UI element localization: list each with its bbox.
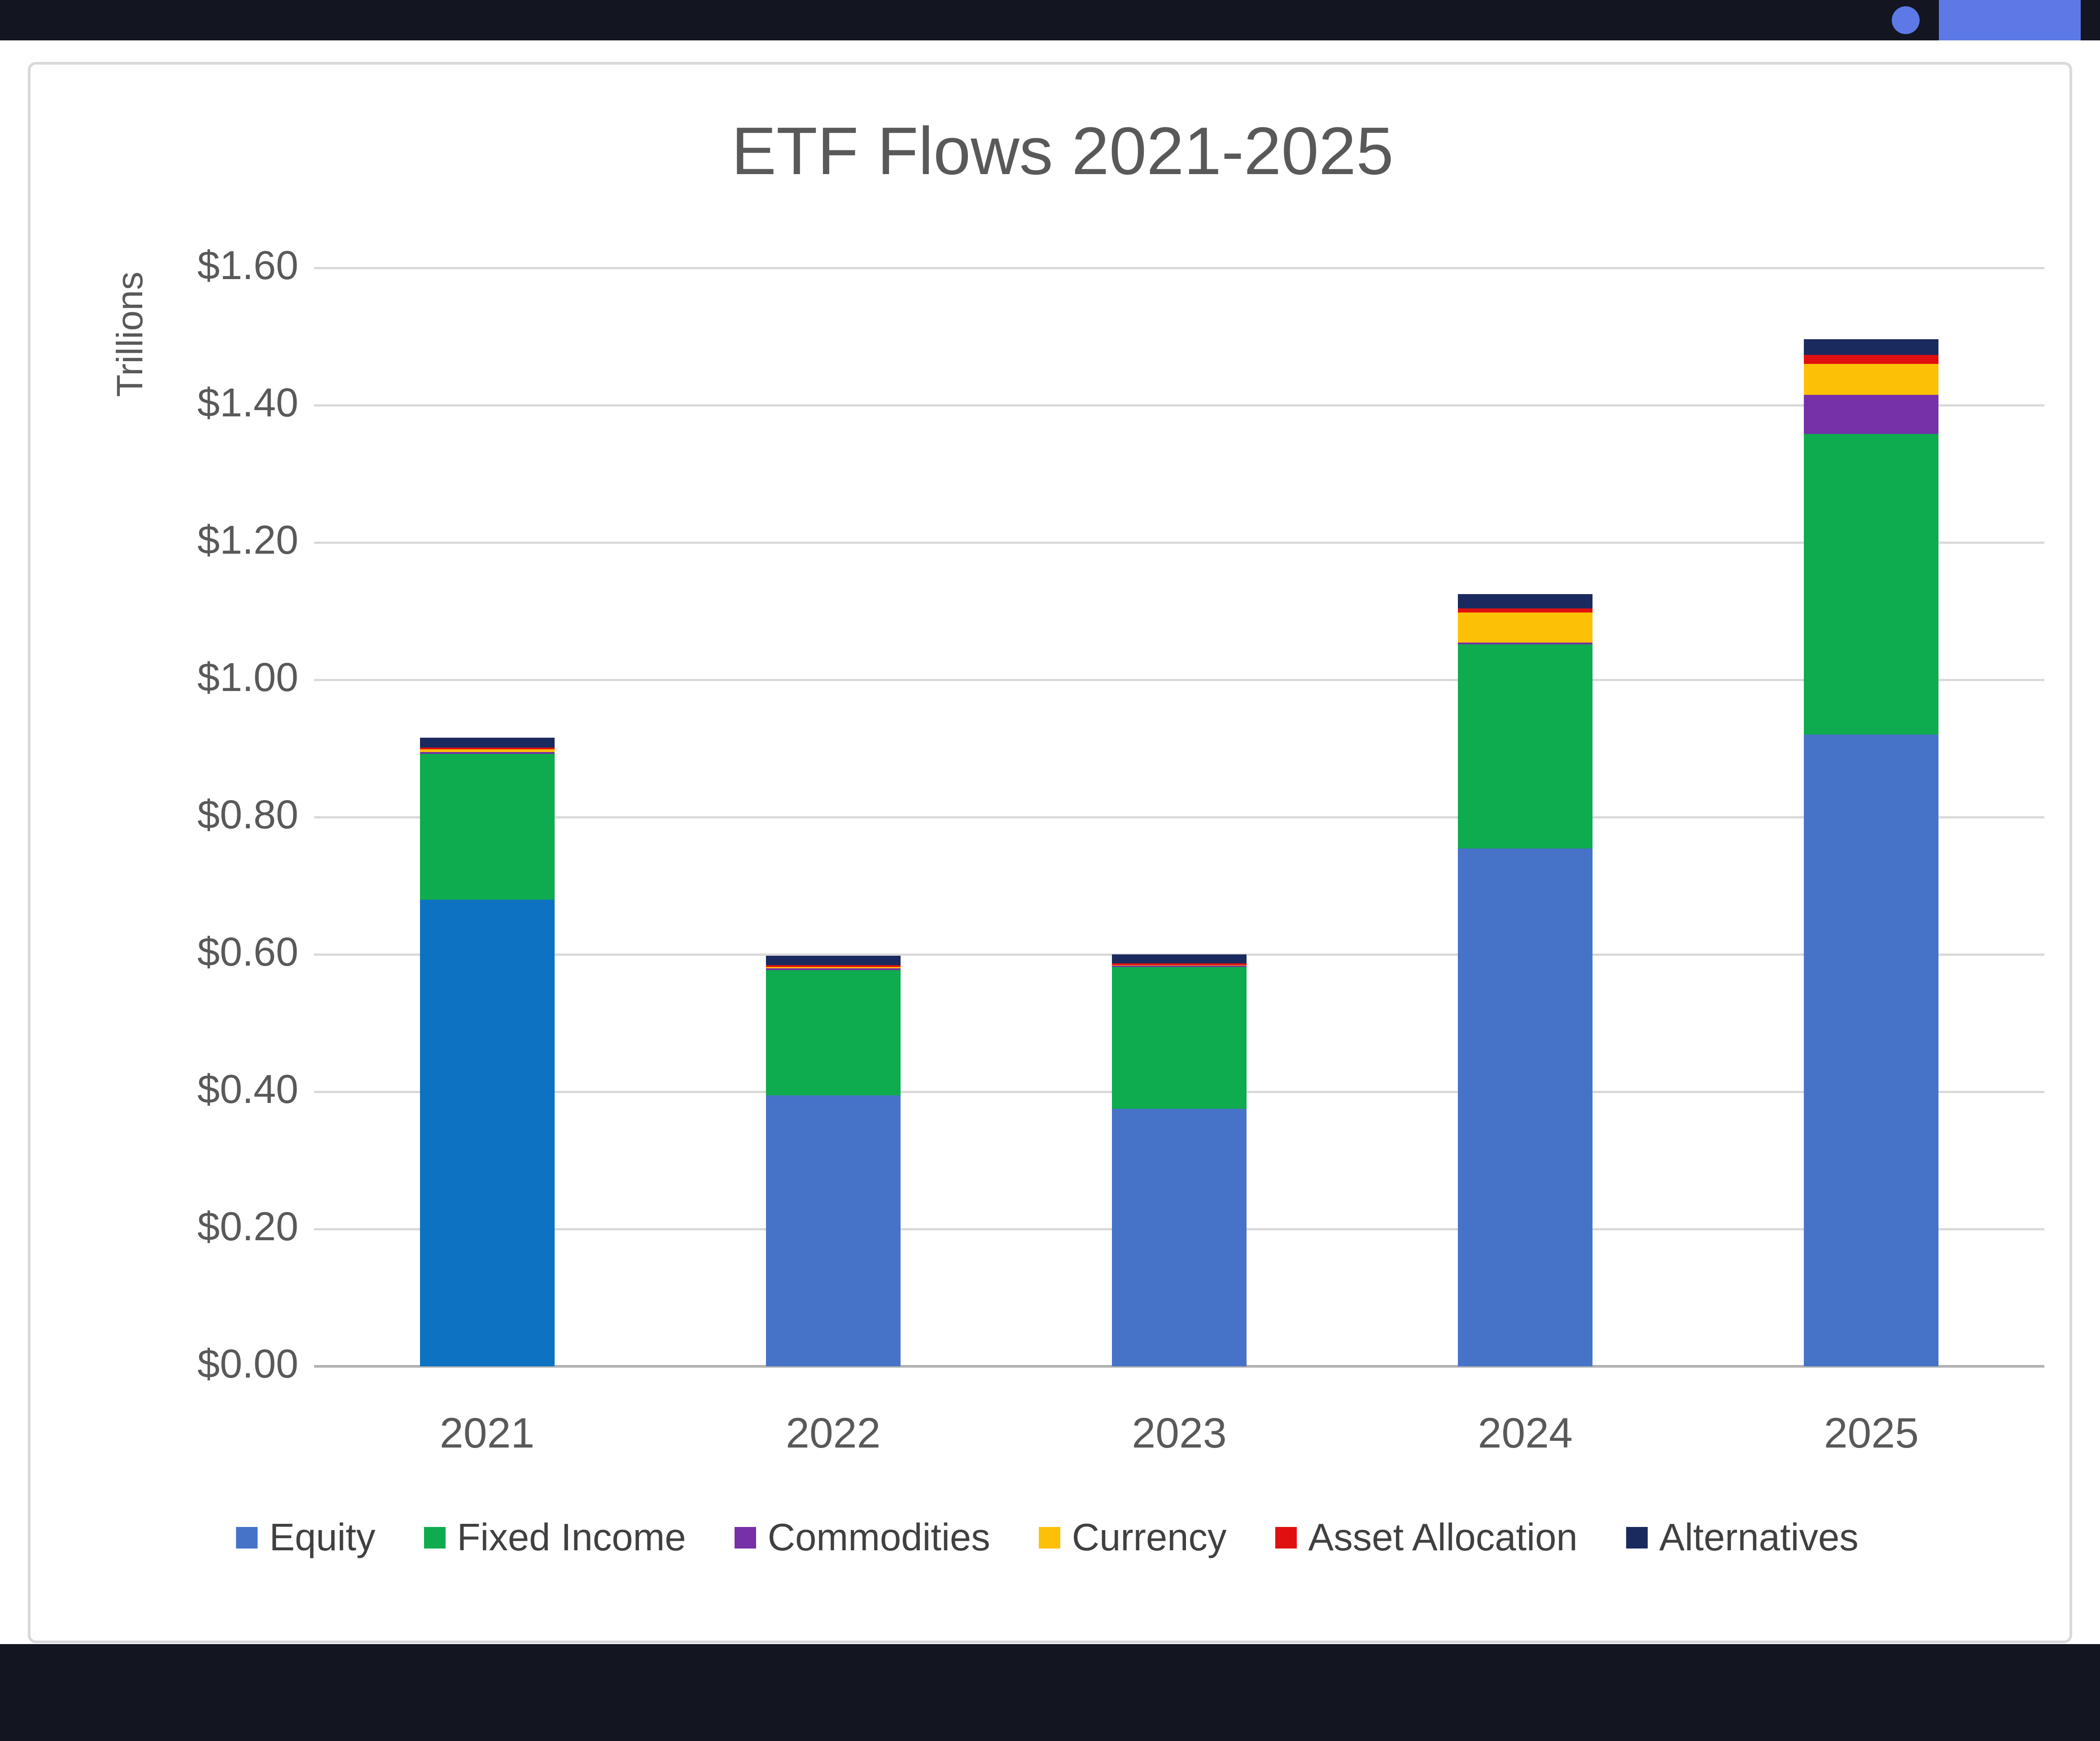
bar-segment-equity bbox=[420, 899, 555, 1366]
bar-segment-asset-allocation bbox=[420, 748, 555, 750]
bar-segment-currency bbox=[420, 749, 555, 752]
y-tick-label: $0.00 bbox=[197, 1342, 298, 1387]
bar-segment-commodities bbox=[420, 752, 555, 754]
y-tick-label: $1.40 bbox=[197, 381, 298, 425]
bar-segment-asset-allocation bbox=[1804, 355, 1939, 364]
legend-swatch-icon bbox=[424, 1527, 446, 1549]
legend-label: Asset Allocation bbox=[1308, 1516, 1578, 1559]
bar-segment-alternatives bbox=[1804, 339, 1939, 355]
legend-item-commodities: Commodities bbox=[734, 1516, 990, 1560]
bar-segment-commodities bbox=[1804, 395, 1939, 434]
legend-swatch-icon bbox=[734, 1527, 756, 1549]
x-tick-label: 2021 bbox=[439, 1409, 535, 1457]
legend-item-alternatives: Alternatives bbox=[1626, 1516, 1859, 1560]
bar-segment-alternatives bbox=[1112, 954, 1247, 963]
bar-segment-fixed-income bbox=[1458, 643, 1593, 849]
x-tick-label: 2024 bbox=[1478, 1409, 1573, 1457]
bar-segment-equity bbox=[1458, 849, 1593, 1366]
y-tick-label: $1.20 bbox=[197, 518, 298, 563]
bar-segment-fixed-income bbox=[1804, 434, 1939, 735]
chart-title: ETF Flows 2021-2025 bbox=[731, 113, 1394, 188]
bar-segment-asset-allocation bbox=[1458, 608, 1593, 613]
legend-item-asset-allocation: Asset Allocation bbox=[1275, 1516, 1578, 1560]
bar-segment-fixed-income bbox=[420, 754, 555, 900]
y-tick-label: $0.40 bbox=[197, 1067, 298, 1112]
top-accent-dot-icon bbox=[1892, 6, 1920, 34]
bar-segment-asset-allocation bbox=[1112, 963, 1247, 965]
gridline bbox=[314, 267, 2044, 269]
top-bar bbox=[0, 0, 2100, 40]
legend-label: Currency bbox=[1072, 1516, 1227, 1559]
y-tick-label: $0.20 bbox=[197, 1204, 298, 1249]
bar-segment-currency bbox=[1804, 364, 1939, 395]
bar-segment-alternatives bbox=[1458, 594, 1593, 608]
bar-segment-equity bbox=[766, 1095, 901, 1366]
legend-swatch-icon bbox=[1038, 1527, 1060, 1549]
chart-card bbox=[28, 62, 2072, 1643]
x-tick-label: 2025 bbox=[1824, 1409, 1919, 1457]
x-tick-label: 2022 bbox=[786, 1409, 881, 1457]
bar-segment-fixed-income bbox=[1112, 966, 1247, 1109]
legend-item-equity: Equity bbox=[236, 1516, 376, 1560]
footer-bar: 美国 ETF 市场近五年净流入│图源：FactSet 动察Beating bbox=[0, 1644, 2100, 1741]
y-axis-title: Trillions bbox=[109, 271, 150, 397]
y-tick-label: $0.60 bbox=[197, 930, 298, 975]
x-axis-line bbox=[314, 1365, 2044, 1368]
gridline bbox=[314, 816, 2044, 818]
bar-segment-commodities bbox=[766, 968, 901, 970]
chart-legend: Equity Fixed Income Commodities Currency Ass… bbox=[31, 1516, 2064, 1560]
bar-segment-currency bbox=[1458, 612, 1593, 643]
legend-label: Commodities bbox=[767, 1516, 990, 1559]
bar-segment-alternatives bbox=[420, 737, 555, 748]
bar-segment-equity bbox=[1804, 735, 1939, 1366]
bar-segment-commodities bbox=[1458, 643, 1593, 645]
gridline bbox=[314, 679, 2044, 681]
legend-swatch-icon bbox=[1275, 1527, 1297, 1549]
bar-segment-fixed-income bbox=[766, 969, 901, 1095]
legend-label: Alternatives bbox=[1659, 1516, 1859, 1559]
y-tick-label: $0.80 bbox=[197, 792, 298, 837]
legend-item-currency: Currency bbox=[1038, 1516, 1227, 1560]
gridline bbox=[314, 542, 2044, 544]
legend-label: Equity bbox=[269, 1516, 376, 1559]
bar-segment-alternatives bbox=[766, 956, 901, 966]
y-tick-label: $1.60 bbox=[197, 243, 298, 288]
y-tick-label: $1.00 bbox=[197, 655, 298, 700]
bar-segment-asset-allocation bbox=[766, 965, 901, 967]
legend-label: Fixed Income bbox=[457, 1516, 686, 1559]
bar-segment-equity bbox=[1112, 1109, 1247, 1366]
gridline bbox=[314, 404, 2044, 407]
legend-swatch-icon bbox=[1626, 1527, 1648, 1549]
legend-swatch-icon bbox=[236, 1527, 258, 1549]
top-accent-bar bbox=[1939, 0, 2081, 40]
legend-item-fixed-income: Fixed Income bbox=[424, 1516, 686, 1560]
bar-segment-commodities bbox=[1112, 965, 1247, 967]
x-tick-label: 2023 bbox=[1132, 1409, 1227, 1457]
